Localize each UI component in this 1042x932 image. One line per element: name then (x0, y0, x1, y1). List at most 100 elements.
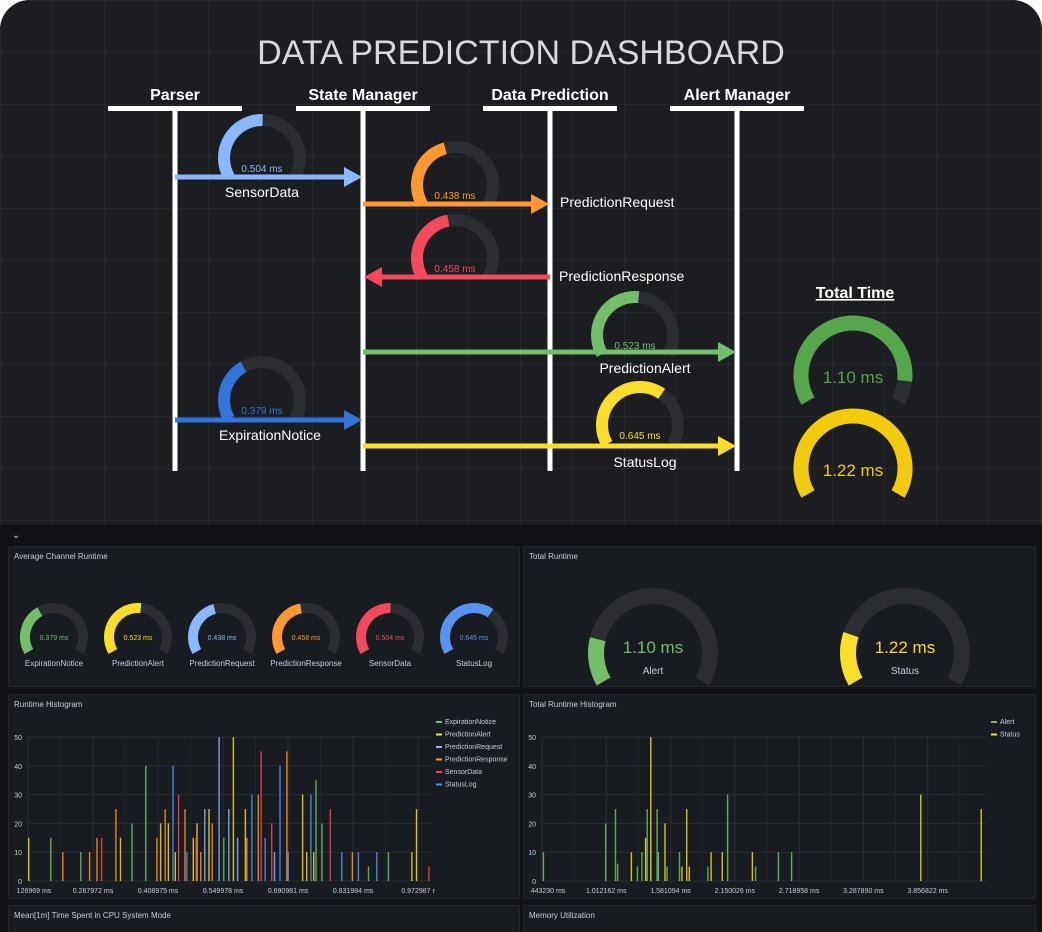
gauge-value: 0.438 ms (208, 635, 237, 642)
histogram-bar (726, 794, 729, 881)
histogram-bar (415, 809, 418, 881)
arrowhead-icon (531, 194, 549, 214)
participant-header-bar (296, 106, 430, 111)
x-tick-label: 126969 ms (17, 888, 52, 895)
histogram-bar (164, 809, 166, 881)
histogram-bar (790, 852, 793, 881)
histogram-bar (228, 809, 230, 881)
legend-swatch (991, 733, 997, 736)
legend-entry: Status (1000, 732, 1020, 739)
histogram-bar (174, 852, 176, 881)
gauge-label: StatusLog (456, 659, 492, 668)
channel-gauge (188, 603, 256, 654)
panel-title: Memory Utilization (529, 911, 595, 920)
participant-label: State Manager (308, 87, 417, 104)
histogram-bar (313, 852, 315, 881)
gauge-value: 0.458 ms (292, 635, 321, 642)
legend-entry: ExpirationNotice (445, 719, 496, 726)
total-time-label: Total Time (816, 285, 895, 302)
gauge-label: Status (891, 666, 919, 677)
gauge-fill (218, 114, 263, 180)
legend-swatch (436, 721, 442, 723)
histogram-bar (96, 837, 98, 881)
gauge-fill (20, 607, 43, 654)
panel-title: Average Channel Runtime (14, 552, 108, 561)
histogram-bar (754, 866, 757, 881)
channel-gauge (104, 603, 172, 654)
histogram-bar (286, 751, 288, 881)
legend-swatch (436, 771, 442, 773)
gauge-fill (411, 214, 450, 280)
histogram-bar (329, 809, 331, 881)
panel-total-runtime-histogram: Total Runtime Histogram 0 10 20 30 40 50 44323… (523, 694, 1036, 899)
histogram-bar (721, 852, 723, 881)
panel-cpu-system-mode: Mean[1m] Time Spent in CPU System Mode (8, 905, 520, 932)
x-tick-label: 0.267972 ms (73, 888, 114, 895)
gauge-fill (588, 637, 611, 686)
histogram-bar (80, 852, 82, 881)
histogram-bar (264, 837, 266, 881)
gauge-fill (840, 632, 863, 686)
message-gauge (411, 214, 499, 280)
histogram-bar (184, 809, 186, 881)
gauge-fill (356, 602, 391, 654)
x-tick-label: 2.150026 ms (715, 888, 756, 895)
histogram-bar (650, 737, 652, 881)
panel-title: Total Runtime Histogram (529, 700, 617, 709)
legend-entry: PredictionResponse (445, 757, 508, 764)
gauge-fill (104, 603, 142, 654)
gauge-value: 0.379 ms (241, 406, 282, 417)
gauge-fill (411, 142, 448, 207)
channel-gauge (20, 603, 88, 654)
histogram-bar (271, 823, 273, 881)
histogram-bar (678, 852, 681, 881)
arrowhead-icon (344, 167, 362, 187)
participant-label: Data Prediction (491, 87, 608, 104)
histogram-bar (192, 837, 194, 881)
histogram-bar (341, 852, 343, 881)
legend-entry: StatusLog (445, 782, 477, 789)
y-tick-label: 50 (528, 735, 536, 742)
x-tick-label: 443230 ms (531, 888, 566, 895)
gauge-label: Alert (643, 666, 664, 677)
histogram-bar (287, 852, 289, 881)
x-tick-label: 1.012162 ms (586, 888, 627, 895)
message-label: PredictionResponse (559, 268, 685, 284)
arrowhead-icon (718, 342, 736, 362)
message-gauge (218, 356, 306, 422)
gauge-value: 0.504 ms (241, 164, 282, 175)
panel-runtime-histogram: Runtime Histogram 0 10 20 30 40 50 126969 ms 0.… (8, 694, 520, 899)
gauge-value: 1.22 ms (875, 638, 935, 657)
gauge-label: PredictionRequest (189, 659, 255, 668)
gauge-fill (596, 381, 666, 447)
channel-gauge (356, 602, 424, 654)
arrowhead-icon (344, 410, 362, 430)
x-tick-label: 0.408975 ms (138, 888, 179, 895)
histogram-bar (614, 809, 617, 881)
participant-label: Parser (150, 87, 200, 104)
legend-entry: PredictionAlert (445, 732, 491, 739)
histogram-bar (641, 852, 643, 881)
histogram-bar (260, 751, 262, 881)
participant-header-bar (108, 106, 242, 111)
channel-gauge (272, 603, 340, 654)
histogram-bar (145, 765, 147, 881)
x-tick-label: 0.831984 ms (333, 888, 374, 895)
histogram-bar (310, 794, 312, 881)
x-tick-label: 3.287890 ms (843, 888, 884, 895)
histogram-bar (321, 823, 323, 881)
legend-swatch (991, 721, 997, 723)
y-tick-label: 10 (528, 850, 536, 857)
gauge-value: 0.438 ms (434, 191, 475, 202)
histogram-bar (177, 794, 180, 881)
runtime-histogram-chart: 0 10 20 30 40 50 126969 ms 0.267972 ms 0.408975 … (14, 719, 508, 895)
lifeline (734, 111, 740, 471)
histogram-bar (251, 794, 253, 881)
total-runtime-gauge (588, 588, 718, 686)
histogram-bar (62, 852, 64, 881)
message-label: ExpirationNotice (219, 427, 321, 443)
total-time-value: 1.10 ms (823, 368, 883, 387)
row-collapse-chevron-icon[interactable]: ⌄ (12, 530, 21, 541)
gauge-fill (793, 408, 913, 498)
histogram-bar (279, 765, 281, 881)
